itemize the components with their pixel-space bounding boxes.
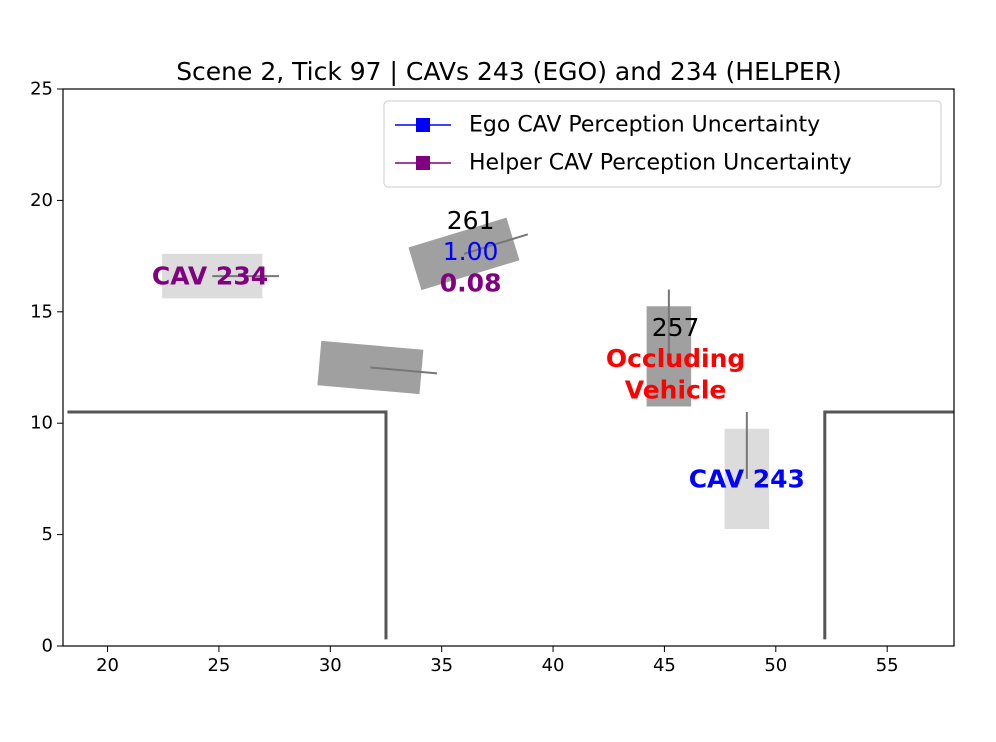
annotation-label: 261 [447, 206, 495, 235]
y-axis: 0 5 10 15 20 25 [30, 79, 63, 657]
x-tick-label: 35 [430, 655, 453, 676]
annotation-label: 257 [652, 313, 700, 342]
annotation-label: 0.08 [440, 268, 502, 297]
y-tick-label: 5 [42, 524, 53, 545]
legend: Ego CAV Perception Uncertainty Helper CAV… [383, 100, 942, 188]
vehicle-box [408, 217, 520, 291]
road-edge [67, 410, 388, 640]
x-tick-label: 50 [764, 655, 787, 676]
legend-box [383, 100, 942, 188]
x-tick-label: 25 [207, 655, 230, 676]
annotation-label: 1.00 [443, 237, 499, 266]
legend-marker [416, 156, 430, 170]
vehicle-box [724, 428, 770, 530]
y-tick-label: 0 [42, 636, 53, 657]
annotation-label: Occluding [606, 344, 745, 373]
legend-entry-label: Ego CAV Perception Uncertainty [469, 113, 820, 138]
y-tick-label: 10 [30, 413, 53, 434]
annotation-label: CAV 234 [152, 262, 268, 291]
x-tick-label: 40 [542, 655, 565, 676]
heading-line [463, 233, 529, 255]
y-tick-label: 25 [30, 79, 53, 100]
road-edge [823, 410, 954, 640]
chart-title: Scene 2, Tick 97 | CAVs 243 (EGO) and 23… [176, 57, 842, 86]
annotation-label: CAV 243 [689, 464, 805, 493]
x-tick-label: 20 [96, 655, 119, 676]
y-tick-label: 20 [30, 190, 53, 211]
heading-line [370, 366, 438, 375]
x-axis: 20 25 30 35 40 45 50 55 [96, 646, 899, 676]
x-tick-label: 30 [319, 655, 342, 676]
plot-frame [62, 88, 955, 647]
legend-entry-label: Helper CAV Perception Uncertainty [469, 151, 852, 176]
annotation-label: Vehicle [625, 375, 727, 404]
y-tick-label: 15 [30, 301, 53, 322]
x-tick-label: 55 [876, 655, 899, 676]
x-tick-label: 45 [653, 655, 676, 676]
legend-marker [416, 118, 430, 132]
